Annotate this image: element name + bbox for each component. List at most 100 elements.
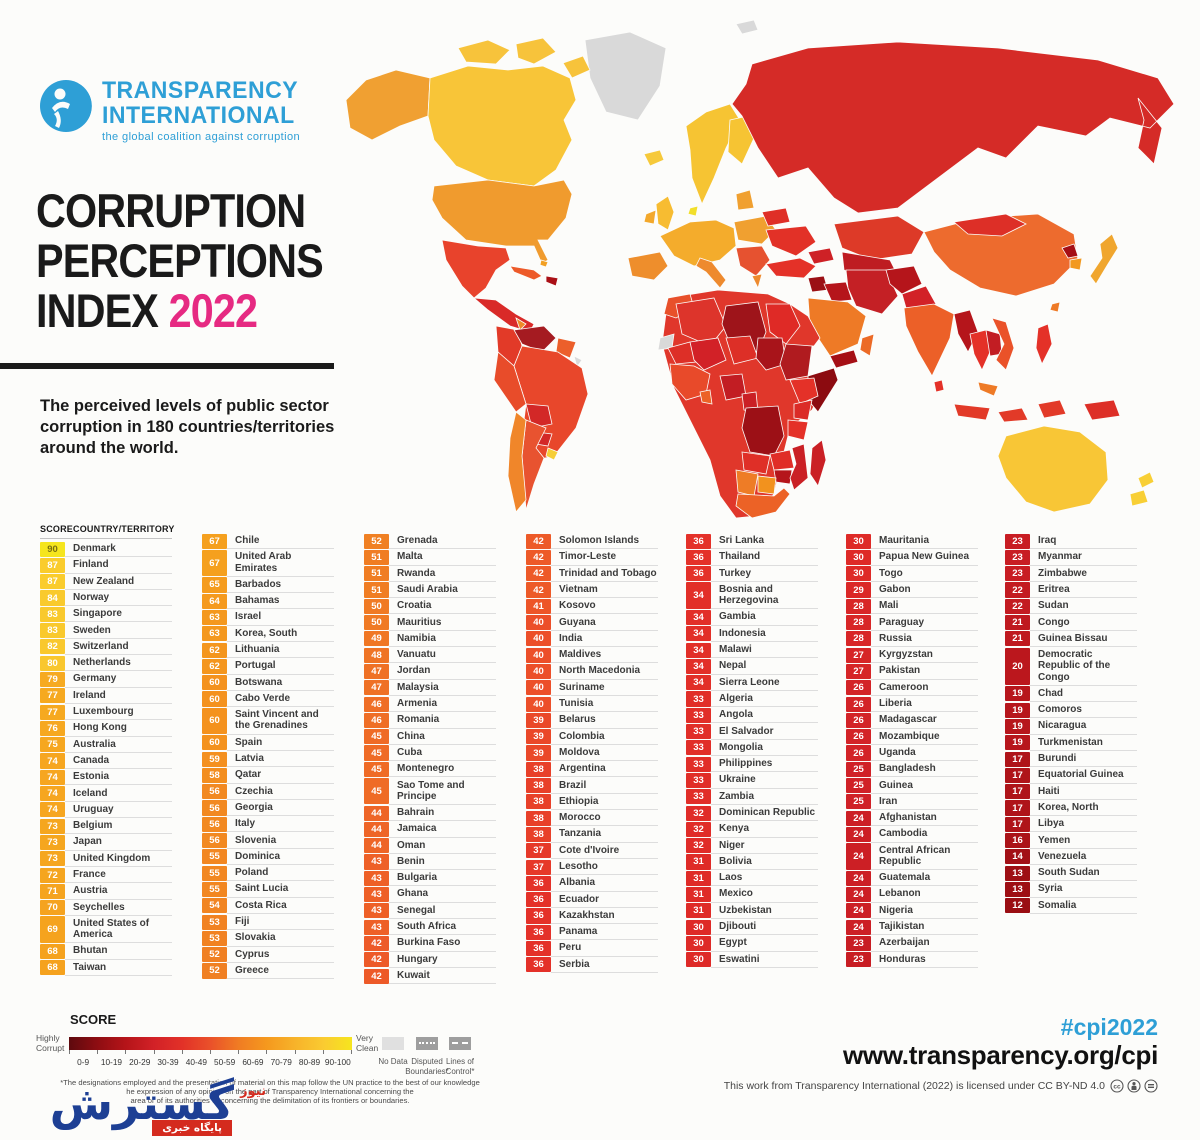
list-row: 43 Benin (364, 854, 496, 871)
list-row: 42 Solomon Islands (526, 533, 658, 550)
list-row: 55 Poland (202, 865, 334, 882)
list-row: 40 India (526, 631, 658, 648)
list-row: 33 El Salvador (686, 723, 818, 740)
list-row: 73 Belgium (40, 818, 172, 835)
list-row: 36 Turkey (686, 566, 818, 582)
list-row: 58 Qatar (202, 767, 334, 784)
map-region-venezuela (513, 325, 557, 353)
country-label: Guinea (871, 777, 978, 794)
score-badge: 30 (686, 935, 711, 952)
country-label: Burkina Faso (389, 935, 496, 952)
list-row: 74 Estonia (40, 769, 172, 786)
ranking-column-6: 30 Mauritania 30 Papua New Guinea 30 Togo 29 Ga… (846, 533, 978, 968)
list-row: 67 United Arab Emirates (202, 549, 334, 577)
list-row: 38 Morocco (526, 810, 658, 827)
score-badge: 40 (526, 663, 551, 680)
score-badge: 46 (364, 696, 389, 712)
score-badge: 45 (364, 778, 389, 805)
legend-disputed-label: Disputed Boundaries* (405, 1057, 449, 1076)
list-row: 26 Liberia (846, 696, 978, 713)
score-badge: 33 (686, 756, 711, 772)
score-badge: 34 (686, 582, 711, 609)
org-tagline: the global coalition against corruption (102, 131, 301, 143)
list-row: 70 Seychelles (40, 900, 172, 916)
map-region-malaysia (977, 381, 999, 397)
score-badge: 62 (202, 642, 227, 658)
score-badge: 56 (202, 784, 227, 800)
score-badge: 28 (846, 615, 871, 631)
score-badge: 37 (526, 843, 551, 859)
hashtag-link[interactable]: #cpi2022 (1060, 1014, 1158, 1040)
score-badge: 74 (40, 802, 65, 818)
map-region-iberia (627, 251, 669, 281)
country-label: Cabo Verde (227, 691, 334, 708)
country-label: Liberia (871, 696, 978, 713)
list-row: 56 Italy (202, 816, 334, 833)
score-badge: 87 (40, 557, 65, 573)
country-label: Israel (227, 609, 334, 626)
map-region-taiwan (1049, 301, 1061, 313)
country-label: Ecuador (551, 892, 658, 908)
list-row: 32 Kenya (686, 821, 818, 838)
score-badge: 45 (364, 761, 389, 777)
country-label: Canada (65, 753, 172, 770)
country-label: Timor-Leste (551, 549, 658, 566)
country-label: Lesotho (551, 859, 658, 876)
score-badge: 36 (526, 892, 551, 908)
country-label: Vanuatu (389, 647, 496, 664)
list-row: 25 Iran (846, 794, 978, 811)
watermark-main-text: گسترش (49, 1076, 234, 1130)
list-row: 47 Jordan (364, 663, 496, 680)
website-url-link[interactable]: www.transparency.org/cpi (843, 1040, 1158, 1070)
list-row: 62 Portugal (202, 658, 334, 675)
score-badge: 30 (846, 549, 871, 565)
country-label: Ghana (389, 886, 496, 903)
score-badge: 42 (526, 533, 551, 549)
country-label: Iran (871, 794, 978, 811)
country-label: Nepal (711, 658, 818, 675)
country-label: Slovakia (227, 930, 334, 947)
score-badge: 74 (40, 753, 65, 769)
score-badge: 19 (1005, 735, 1030, 751)
country-label: Gambia (711, 609, 818, 626)
map-region-greece (751, 273, 763, 290)
map-region-cuba (509, 265, 543, 281)
score-badge: 39 (526, 712, 551, 728)
list-row: 64 Bahamas (202, 593, 334, 610)
list-row: 20 Democratic Republic of the Congo (1005, 647, 1137, 686)
list-row: 31 Mexico (686, 886, 818, 903)
list-row: 30 Mauritania (846, 533, 978, 550)
score-badge: 46 (364, 712, 389, 728)
country-label: Ukraine (711, 772, 818, 789)
country-label: Jordan (389, 663, 496, 680)
score-badge: 34 (686, 609, 711, 626)
country-label: Seychelles (65, 900, 172, 916)
map-region-angola (741, 451, 771, 475)
map-region-chad (755, 337, 787, 371)
score-badge: 24 (846, 810, 871, 826)
map-region-caucasus (807, 247, 835, 265)
country-label: Sri Lanka (711, 533, 818, 550)
score-badge: 30 (846, 566, 871, 582)
country-label: Namibia (389, 631, 496, 648)
list-row: 31 Laos (686, 870, 818, 887)
score-badge: 77 (40, 688, 65, 704)
list-row: 17 Burundi (1005, 751, 1137, 768)
list-row: 24 Guatemala (846, 870, 978, 887)
list-row: 44 Jamaica (364, 821, 496, 838)
country-label: El Salvador (711, 723, 818, 740)
list-row: 23 Myanmar (1005, 549, 1137, 566)
list-row: 43 Senegal (364, 903, 496, 920)
score-badge: 82 (40, 639, 65, 655)
score-badge: 23 (846, 935, 871, 952)
country-label: Paraguay (871, 614, 978, 631)
watermark-small-text: نیوز (240, 1084, 266, 1099)
map-region-peru (493, 351, 527, 413)
list-row: 77 Luxembourg (40, 704, 172, 721)
country-label: Indonesia (711, 626, 818, 642)
country-label: Pakistan (871, 663, 978, 680)
score-badge: 16 (1005, 833, 1030, 849)
list-row: 19 Chad (1005, 686, 1137, 703)
country-label: New Zealand (65, 574, 172, 590)
cc-license-icons: cc (1110, 1079, 1158, 1093)
